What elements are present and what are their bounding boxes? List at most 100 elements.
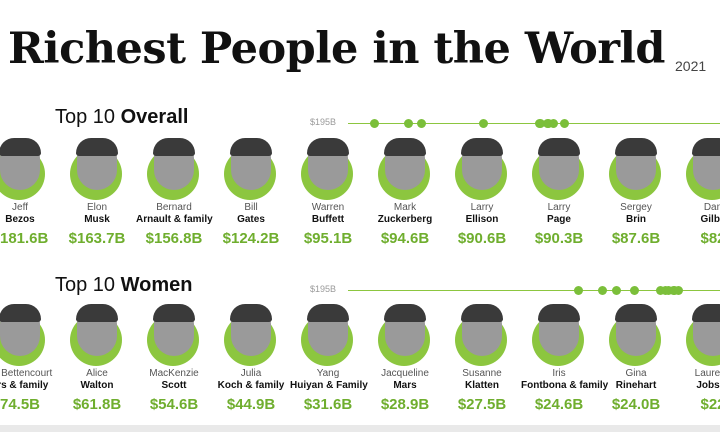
first-name: Jacqueline [381, 368, 429, 379]
portrait [376, 138, 434, 200]
first-name: Jeff [12, 202, 28, 213]
wealth-dot [535, 119, 545, 128]
first-name: Bernard [156, 202, 192, 213]
last-name: Jobs & [696, 380, 720, 391]
portrait [453, 304, 511, 366]
scale-max-label: $195B [310, 284, 337, 294]
portrait [222, 138, 280, 200]
person-card: DanGilbe $82 [675, 138, 720, 247]
net-worth: $22 [700, 396, 720, 413]
portrait-hair [615, 138, 657, 156]
net-worth: $181.6B [0, 230, 49, 247]
year-label: 2021 [675, 58, 707, 74]
net-worth: $54.6B [149, 396, 199, 413]
first-name: Gina [625, 368, 647, 379]
portrait-hair [692, 138, 720, 156]
first-name: Dan [703, 202, 720, 213]
portrait [222, 304, 280, 366]
net-worth: $44.9B [226, 396, 276, 413]
portrait-hair [692, 304, 720, 322]
wealth-dot [663, 286, 673, 295]
portrait-hair [307, 304, 349, 322]
person-card: Yang Huiyan & Family $31.6B [290, 304, 368, 413]
portrait [684, 304, 720, 366]
heading-bold: Overall [120, 106, 189, 128]
net-worth: $95.1B [303, 230, 353, 247]
person-card: Sergey Brin $87.6B [598, 138, 674, 247]
person-card: Elon Musk $163.7B [59, 138, 135, 247]
first-name: Bill [244, 202, 258, 213]
portrait-hair [461, 138, 503, 156]
first-name: Julia [240, 368, 262, 379]
portrait-hair [307, 138, 349, 156]
portrait [68, 138, 126, 200]
person-card: Julia Koch & family $44.9B [213, 304, 289, 413]
last-name: Fontbona & family [521, 380, 609, 391]
wealth-dot [655, 286, 665, 295]
portrait [0, 304, 49, 366]
last-name: Koch & family [217, 380, 285, 391]
heading-bold: Women [120, 274, 193, 296]
wealth-dot [548, 119, 558, 128]
last-name: Bezos [5, 214, 35, 225]
net-worth: $90.3B [534, 230, 584, 247]
portrait [0, 138, 49, 200]
net-worth: $94.6B [380, 230, 430, 247]
first-name: Sergey [620, 202, 652, 213]
portrait-hair [384, 304, 426, 322]
person-card: se Bettencourters & family 74.5B [0, 304, 58, 413]
net-worth: $24.6B [534, 396, 584, 413]
portrait [453, 138, 511, 200]
last-name: Klatten [465, 380, 499, 391]
net-worth: $163.7B [68, 230, 126, 247]
first-name: Larry [547, 202, 571, 213]
portrait [530, 138, 588, 200]
portrait [299, 304, 357, 366]
first-name: Susanne [462, 368, 502, 379]
net-worth: $61.8B [72, 396, 122, 413]
scale-max-label: $195B [310, 117, 337, 127]
last-name: Brin [626, 214, 646, 225]
infographic-title: Richest People in the World [8, 24, 665, 74]
first-name: Mark [393, 202, 417, 213]
person-card: LaureneJobs & $22 [675, 304, 720, 413]
person-card: Alice Walton $61.8B [59, 304, 135, 413]
first-name: Iris [552, 368, 566, 379]
first-name: Yang [316, 368, 340, 379]
first-name: Alice [86, 368, 108, 379]
wealth-dot [559, 119, 569, 128]
scale-line [348, 123, 720, 124]
wealth-dot [543, 119, 553, 128]
portrait [68, 304, 126, 366]
portrait [607, 304, 665, 366]
net-worth: $28.9B [380, 396, 430, 413]
person-card: Mark Zuckerberg $94.6B [367, 138, 443, 247]
net-worth: $82 [700, 230, 720, 247]
portrait-hair [230, 138, 272, 156]
wealth-dot [573, 286, 583, 295]
wealth-dot [479, 119, 489, 128]
scale-line [348, 290, 720, 291]
person-card: Bill Gates $124.2B [213, 138, 289, 247]
portrait [376, 304, 434, 366]
last-name: ers & family [0, 380, 49, 391]
portrait-hair [76, 304, 118, 322]
last-name: Huiyan & Family [290, 380, 368, 391]
portrait-hair [538, 304, 580, 322]
wealth-dot [611, 286, 621, 295]
person-card: Jacqueline Mars $28.9B [367, 304, 443, 413]
section-heading-overall: Top 10 Overall [55, 106, 188, 129]
first-name: Laurene [694, 368, 720, 379]
portrait-hair [0, 138, 41, 156]
wealth-dot [369, 119, 379, 128]
net-worth: $31.6B [303, 396, 353, 413]
heading-prefix: Top 10 [55, 274, 116, 296]
net-worth: $156.8B [145, 230, 203, 247]
person-card: Larry Ellison $90.6B [444, 138, 520, 247]
last-name: Rinehart [615, 380, 657, 391]
heading-prefix: Top 10 [55, 106, 116, 128]
last-name: Buffett [311, 214, 345, 225]
portrait-hair [615, 304, 657, 322]
portrait [145, 304, 203, 366]
